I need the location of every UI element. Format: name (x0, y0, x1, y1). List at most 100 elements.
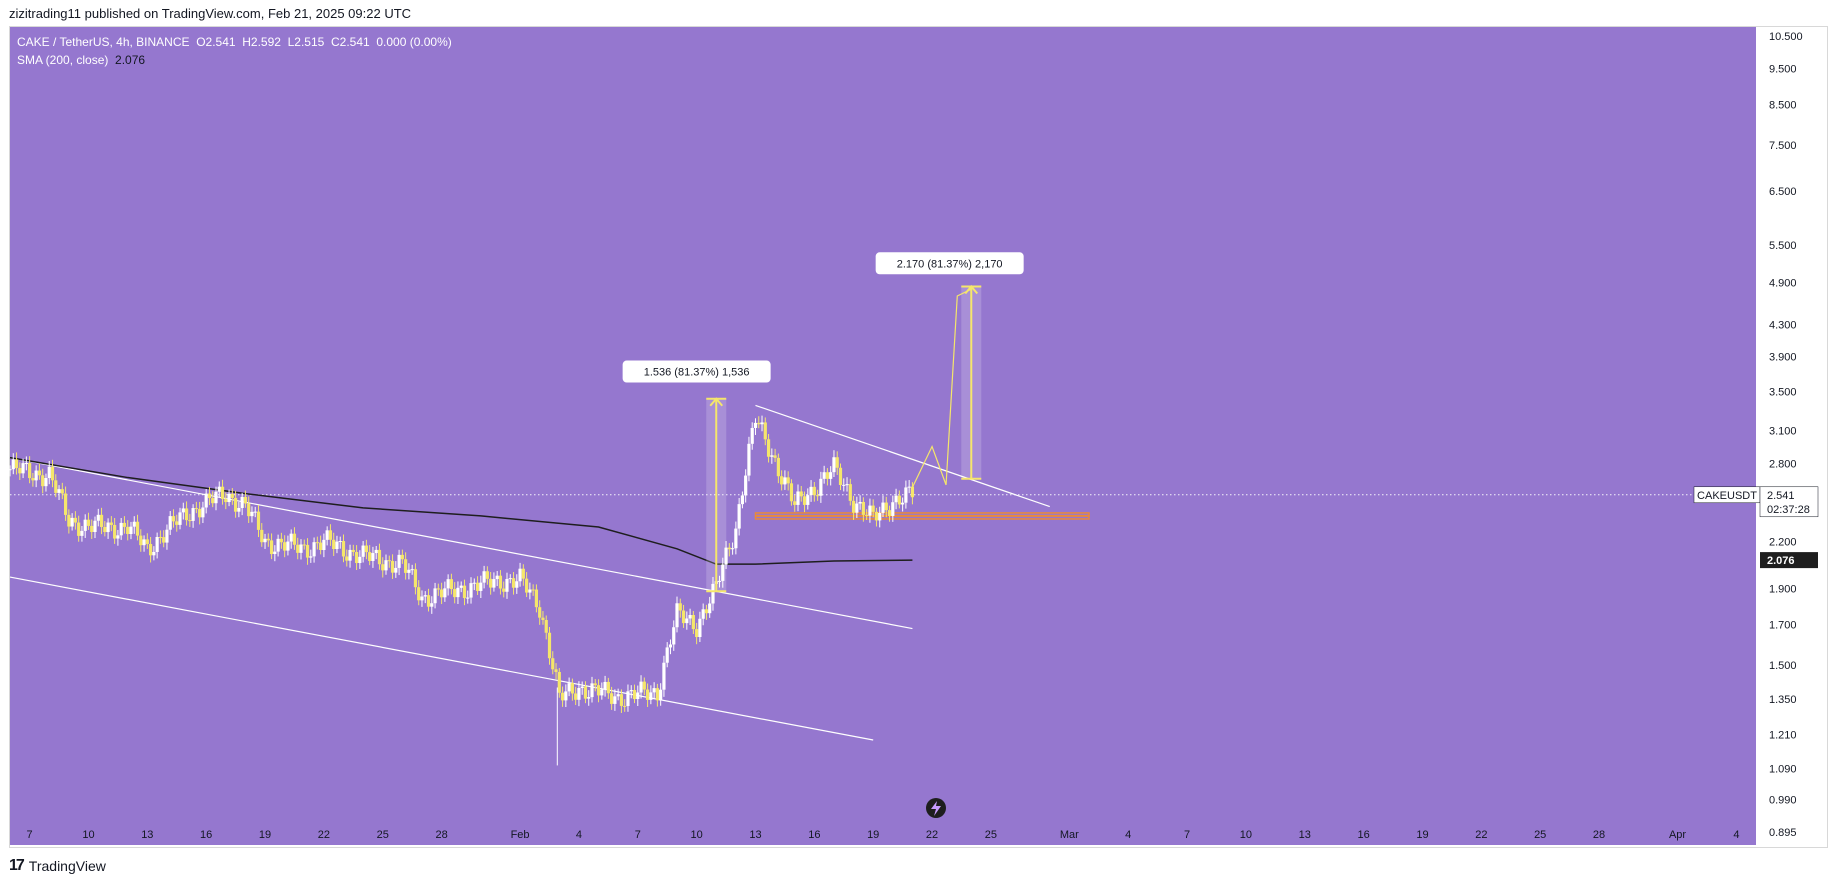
candle-body (387, 560, 391, 562)
candle-body (629, 690, 633, 692)
chart-legend: CAKE / TetherUS, 4h, BINANCE O2.541 H2.5… (17, 33, 452, 69)
candle-body (806, 495, 810, 505)
candle-body (47, 466, 51, 478)
candle-body (191, 508, 195, 521)
x-tick-label: 22 (1475, 829, 1487, 841)
candle-body (309, 556, 313, 558)
candle-body (557, 671, 561, 693)
candle-body (315, 542, 319, 544)
candle-body (269, 540, 274, 555)
candle-body (96, 514, 100, 521)
candle-body (44, 477, 48, 487)
candle-body (24, 463, 28, 465)
candle-body (227, 493, 231, 503)
candle-body (829, 472, 833, 479)
x-tick-label: 25 (377, 829, 389, 841)
candle-body (253, 511, 257, 513)
candle-body (606, 681, 610, 694)
lower-channel-line[interactable] (9, 576, 874, 741)
candle-body (234, 497, 238, 512)
candle-body (845, 484, 849, 486)
sma-price-label: 2.076 (1767, 555, 1795, 567)
candle-body (632, 690, 637, 700)
candle-body (724, 547, 728, 565)
candle-body (878, 512, 882, 521)
wedge-resistance-line[interactable] (755, 404, 1050, 508)
sma-label[interactable]: SMA (200, close) (17, 53, 109, 67)
candle-body (492, 579, 496, 588)
candle-body (534, 589, 539, 608)
candle-body (198, 508, 202, 518)
x-tick-label: 25 (1534, 829, 1546, 841)
last-price-label: 2.541 (1767, 490, 1795, 502)
candle-body (430, 603, 434, 607)
candle-body (413, 569, 418, 588)
candle-body (623, 705, 627, 707)
candle-body (286, 541, 290, 551)
candle-body (776, 457, 780, 477)
candle-body (783, 477, 787, 485)
candle-body (106, 522, 110, 533)
candle-body (328, 530, 333, 540)
x-tick-label: 16 (200, 829, 212, 841)
candle-body (874, 511, 879, 521)
candle-body (299, 544, 303, 553)
candle-body (289, 533, 293, 542)
candle-body (861, 501, 865, 515)
candle-body (21, 463, 25, 474)
candle-body (345, 556, 349, 561)
candle-body (443, 588, 447, 598)
y-tick-label: 2.800 (1769, 458, 1797, 470)
candle-body (230, 493, 234, 498)
candle-body (283, 542, 287, 551)
low-value: L2.515 (287, 35, 325, 49)
candle-body (220, 486, 225, 499)
candle-body (152, 551, 156, 556)
candle-body (730, 548, 735, 550)
candle-body (73, 517, 77, 523)
measure-2-label: 2.170 (81.37%) 2,170 (897, 258, 1003, 270)
candle-body (744, 475, 748, 496)
price-axis-background[interactable] (1756, 27, 1825, 845)
y-tick-label: 2.200 (1769, 536, 1797, 548)
candle-body (475, 582, 480, 591)
change-value: 0.000 (0.00%) (376, 35, 452, 49)
candle-body (296, 544, 300, 553)
upper-channel-line[interactable] (9, 457, 913, 630)
y-tick-label: 1.210 (1769, 730, 1797, 742)
candle-body (521, 568, 525, 579)
candle-body (596, 685, 601, 696)
projection-path[interactable] (911, 288, 972, 488)
candle-body (279, 538, 283, 543)
candle-body (240, 496, 244, 508)
tradingview-logo-icon[interactable]: 17 (9, 857, 25, 874)
candle-body (99, 514, 104, 527)
measure-2-label-box (875, 252, 1024, 275)
x-tick-label: Mar (1060, 829, 1079, 841)
y-tick-label: 7.500 (1769, 140, 1797, 152)
sma-200-line[interactable] (9, 456, 913, 565)
x-tick-label: 7 (635, 829, 641, 841)
sma-price-badge[interactable] (1760, 552, 1818, 569)
y-tick-label: 8.500 (1769, 99, 1797, 111)
candle-body (155, 536, 159, 552)
candle-body (158, 536, 163, 538)
candle-body (858, 501, 862, 504)
high-value: H2.592 (242, 35, 281, 49)
symbol-title[interactable]: CAKE / TetherUS, 4h, BINANCE (17, 35, 190, 49)
y-tick-label: 1.500 (1769, 660, 1797, 672)
candle-body (819, 478, 823, 496)
candle-body (645, 689, 650, 700)
last-price-badge[interactable] (1759, 486, 1819, 518)
candle-body (505, 578, 509, 592)
candle-body (587, 697, 591, 699)
x-tick-label: 19 (259, 829, 271, 841)
candle-body (891, 502, 895, 516)
candle-body (753, 422, 758, 428)
x-tick-label: 16 (808, 829, 820, 841)
candle-body (312, 542, 316, 557)
tradingview-brand[interactable]: TradingView (28, 858, 106, 874)
candle-body (695, 629, 699, 638)
chart-frame[interactable] (9, 26, 1828, 848)
